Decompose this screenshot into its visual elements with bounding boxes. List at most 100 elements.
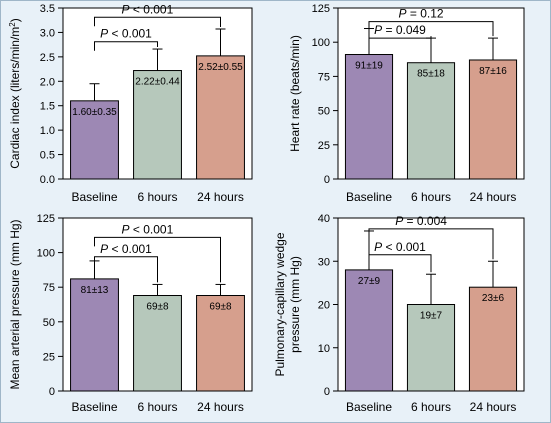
- y-axis-label: Heart rate (beats/min): [288, 35, 302, 152]
- y-tick-label: 0.0: [40, 174, 55, 186]
- y-axis-label: Mean arterial pressure (mm Hg): [8, 219, 22, 389]
- y-tick-label: 2.5: [40, 52, 55, 64]
- bar-value-label: 81±13: [81, 285, 109, 296]
- significance-bracket: [368, 21, 494, 37]
- p-value-text: = 0.12: [407, 7, 444, 21]
- y-axis-label-part: Cardiac index (liters/min/m: [8, 27, 22, 169]
- bar-value-label: 1.60±0.35: [72, 107, 117, 118]
- p-value-label: P = 0.049: [374, 23, 426, 37]
- p-value-letter: P: [122, 2, 130, 16]
- bar-baseline: [344, 269, 394, 392]
- p-value-letter: P: [100, 27, 108, 41]
- y-tick-label: 0: [324, 174, 330, 186]
- bar-24-hours: [468, 59, 518, 180]
- bar-6-hours: [406, 62, 456, 180]
- bar-6-hours: [133, 295, 182, 392]
- category-label: 24 hours: [197, 190, 244, 204]
- y-tick-label: 125: [312, 3, 330, 15]
- bar-value-label: 2.22±0.44: [135, 77, 180, 88]
- bar-24-hours: [468, 286, 518, 392]
- chart-wedge-pressure-svg: 0 10 20 30 40 Pulmonary-capillary wedgepressu…: [273, 213, 525, 414]
- y-tick-label: 2.0: [40, 76, 55, 88]
- p-value-letter: P: [374, 23, 382, 37]
- p-value-letter: P: [374, 240, 382, 254]
- category-label: 6 hours: [137, 190, 177, 204]
- y-tick-label: 50: [43, 317, 55, 329]
- p-value-letter: P: [122, 222, 130, 236]
- p-value-label: P < 0.001: [122, 2, 174, 16]
- significance-bracket: [368, 254, 432, 273]
- category-label: Baseline: [71, 400, 117, 414]
- p-value-text: = 0.004: [403, 214, 447, 228]
- bar-value-label: 69±8: [146, 302, 169, 313]
- category-label: 6 hours: [137, 400, 177, 414]
- bar-6-hours: [406, 304, 456, 392]
- y-tick-label: 100: [312, 37, 330, 49]
- chart-cardiac-index-svg: 0.0 0.5 1.0 1.5 2.0 2.5 3.0 3.5 Cardiac index (l…: [8, 2, 253, 204]
- significance-bracket: [368, 228, 494, 260]
- significance-bracket: [94, 16, 221, 28]
- category-label: Baseline: [346, 190, 392, 204]
- p-value-text: < 0.001: [108, 27, 152, 41]
- chart-mean-arterial-pressure: 0 25 50 75 100 125 Mean arterial pressure (mm …: [1, 211, 276, 422]
- bar-value-label: 2.52±0.55: [198, 62, 243, 73]
- significance-bracket: [94, 236, 221, 283]
- chart-wedge-pressure: 0 10 20 30 40 Pulmonary-capillary wedgepressu…: [273, 211, 551, 422]
- category-label: Baseline: [71, 190, 117, 204]
- p-value-letter: P: [399, 7, 407, 21]
- p-value-text: < 0.001: [108, 242, 152, 256]
- category-label: 24 hours: [470, 400, 517, 414]
- p-value-text: < 0.001: [130, 2, 174, 16]
- p-value-text: < 0.001: [130, 222, 174, 236]
- y-axis-label-line: Pulmonary-capillary wedge: [273, 232, 287, 376]
- chart-heart-rate-svg: 0 25 50 75 100 125 Heart rate (beats/min) 91±19…: [288, 3, 525, 204]
- y-axis-label-line: pressure (mm Hg): [288, 256, 302, 353]
- y-tick-label: 25: [43, 351, 55, 363]
- y-tick-label: 25: [318, 140, 330, 152]
- y-tick-label: 75: [43, 282, 55, 294]
- p-value-label: P < 0.001: [100, 242, 152, 256]
- chart-mean-arterial-pressure-svg: 0 25 50 75 100 125 Mean arterial pressure (mm …: [8, 213, 253, 414]
- y-axis-label: Pulmonary-capillary wedgepressure (mm Hg…: [273, 232, 302, 376]
- bar-value-label: 85±18: [417, 69, 445, 80]
- category-label: 24 hours: [197, 400, 244, 414]
- bar-baseline: [344, 54, 394, 180]
- y-tick-label: 3.5: [40, 3, 55, 15]
- y-tick-label: 100: [37, 248, 55, 260]
- significance-bracket: [368, 36, 432, 48]
- p-value-letter: P: [100, 242, 108, 256]
- chart-heart-rate: 0 25 50 75 100 125 Heart rate (beats/min) 91±19…: [276, 1, 551, 211]
- bar-value-label: 19±7: [420, 311, 443, 322]
- category-label: 6 hours: [411, 400, 451, 414]
- y-tick-label: 3.0: [40, 27, 55, 39]
- p-value-label: P < 0.001: [100, 27, 152, 41]
- y-tick-label: 75: [318, 71, 330, 83]
- y-tick-label: 1.0: [40, 125, 55, 137]
- chart-cardiac-index: 0.0 0.5 1.0 1.5 2.0 2.5 3.0 3.5 Cardiac index (l…: [1, 1, 276, 211]
- y-tick-label: 20: [318, 300, 330, 312]
- bar-value-label: 69±8: [209, 302, 232, 313]
- bar-baseline: [70, 278, 119, 392]
- p-value-text: < 0.001: [382, 240, 426, 254]
- bar-baseline: [70, 100, 119, 180]
- p-value-label: P < 0.001: [374, 240, 426, 254]
- y-tick-label: 0.5: [40, 150, 55, 162]
- y-axis-label-superscript: 2: [8, 22, 17, 27]
- bar-value-label: 87±16: [479, 66, 507, 77]
- y-tick-label: 10: [318, 343, 330, 355]
- category-label: 24 hours: [470, 190, 517, 204]
- category-label: Baseline: [346, 400, 392, 414]
- y-tick-label: 1.5: [40, 101, 55, 113]
- significance-bracket: [94, 256, 158, 283]
- y-axis-label-part: ): [8, 18, 22, 22]
- bar-6-hours: [133, 70, 182, 180]
- y-tick-label: 50: [318, 106, 330, 118]
- p-value-text: = 0.049: [382, 23, 426, 37]
- bar-24-hours: [196, 55, 245, 180]
- p-value-label: P < 0.001: [122, 222, 174, 236]
- bar-value-label: 91±19: [355, 61, 383, 72]
- category-label: 6 hours: [411, 190, 451, 204]
- y-tick-label: 30: [318, 256, 330, 268]
- bar-24-hours: [196, 295, 245, 392]
